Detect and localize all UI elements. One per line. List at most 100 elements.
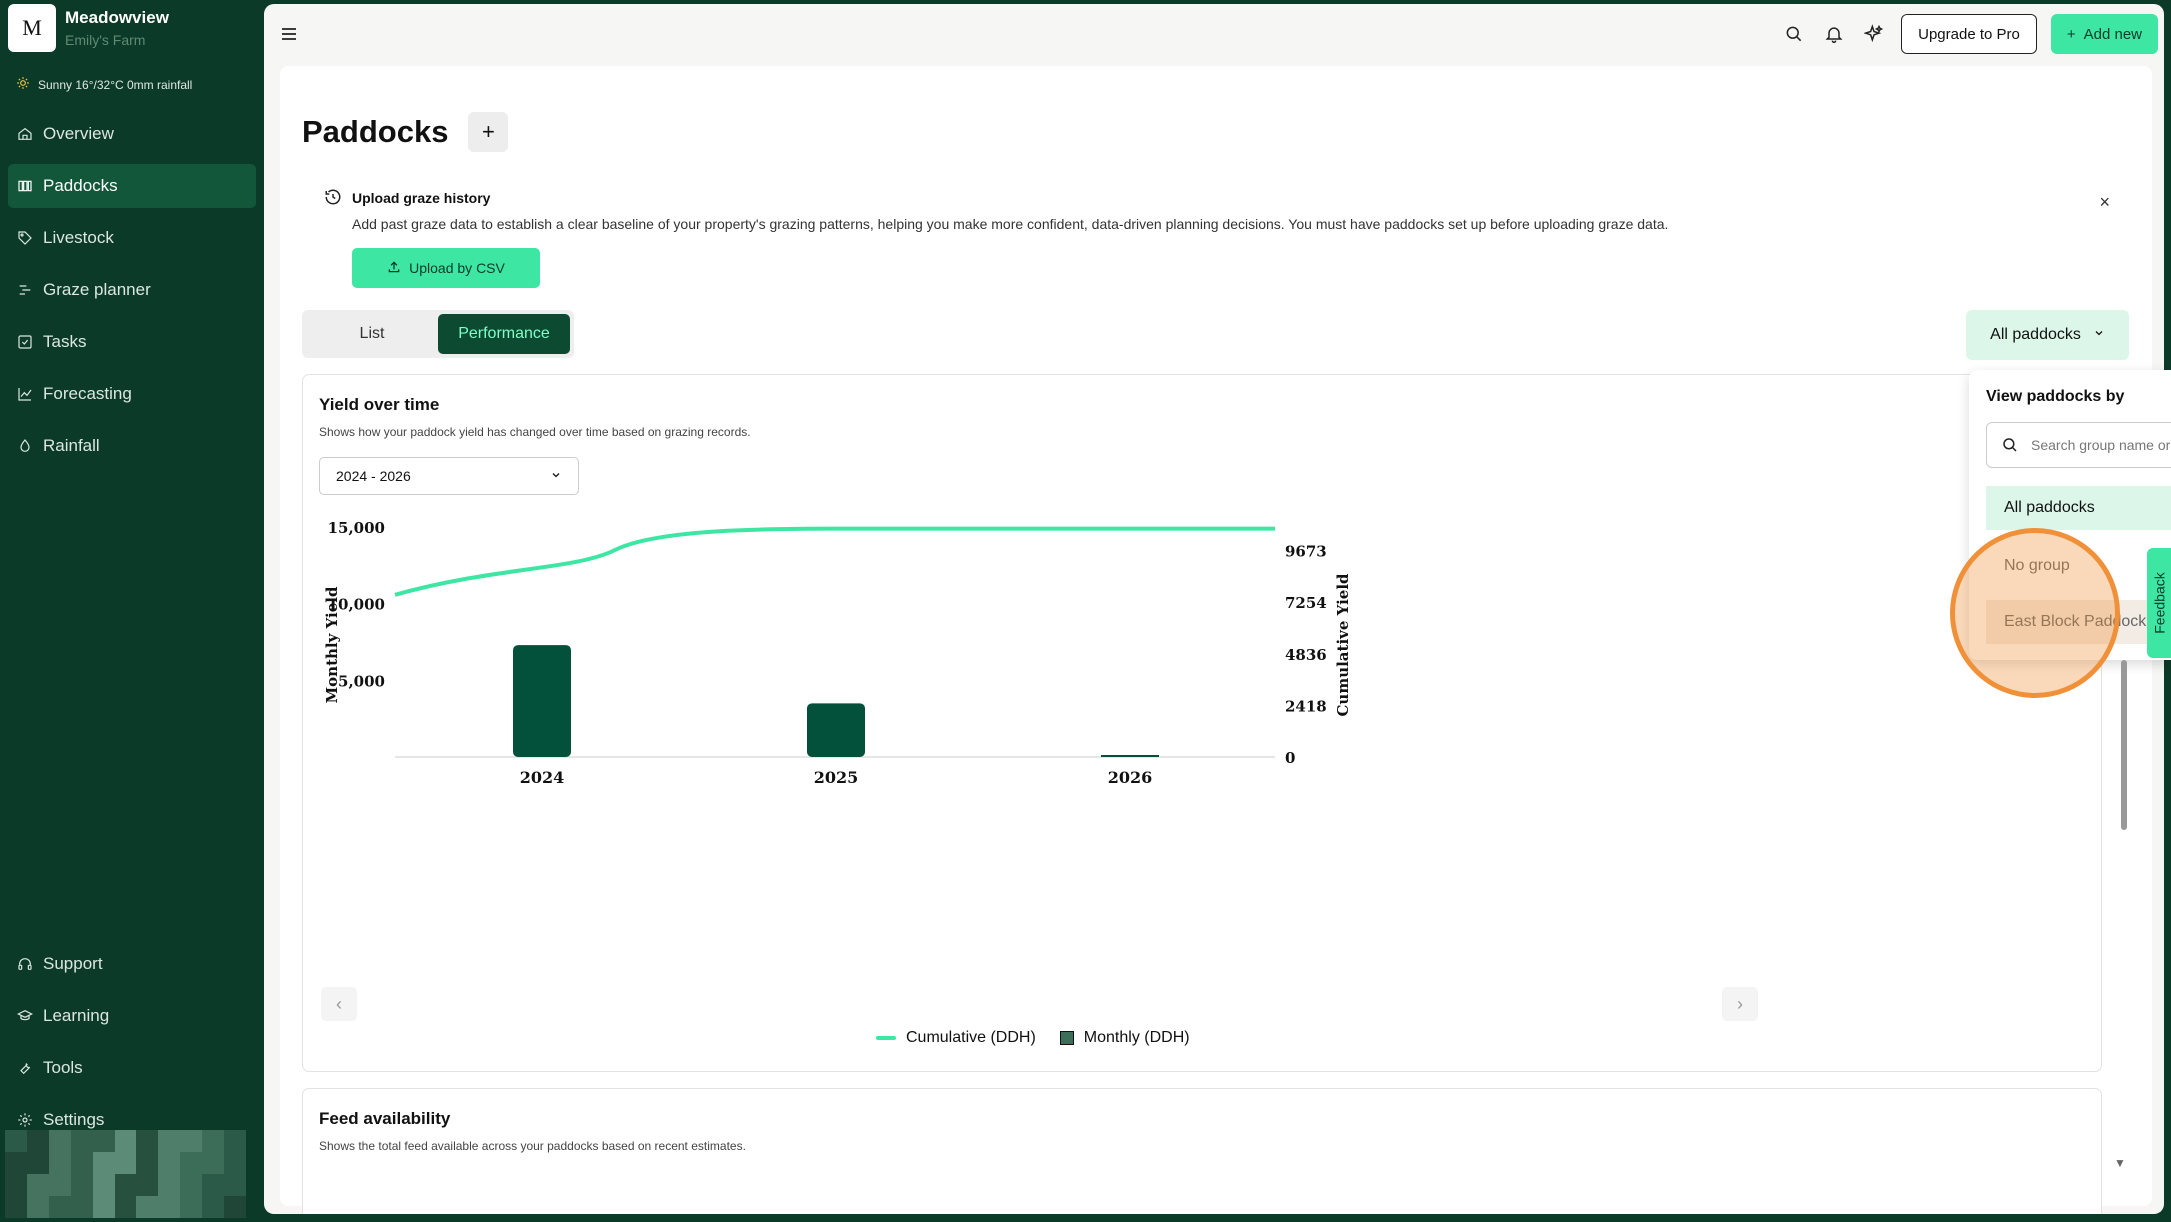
y2-tick-label: 12091: [1285, 505, 1337, 509]
content-area: Paddocks + Upload graze history Add past…: [280, 66, 2152, 1214]
bar-2024: [513, 645, 571, 757]
weather-text: Sunny 16°/32°C 0mm rainfall: [38, 77, 193, 92]
tag-icon: [17, 230, 33, 246]
headset-icon: [17, 956, 33, 972]
card-subtitle: Shows the total feed available across yo…: [319, 1139, 746, 1153]
sidebar-item-label: Livestock: [43, 228, 114, 247]
sidebar-item-overview[interactable]: Overview: [8, 112, 256, 156]
graduation-icon: [17, 1008, 33, 1024]
checkbox-icon: [17, 334, 33, 350]
date-range-select[interactable]: 2024 - 2026: [319, 457, 579, 495]
date-range-value: 2024 - 2026: [336, 468, 411, 484]
sidebar-item-paddocks[interactable]: Paddocks: [8, 164, 256, 208]
y2-axis-label: Cumulative Yield: [1334, 573, 1352, 717]
list-icon: [17, 282, 33, 298]
sidebar-nav: Overview Paddocks Livestock Graze planne…: [8, 112, 256, 476]
click-highlight: [1950, 528, 2120, 698]
sidebar-item-label: Tools: [43, 1058, 83, 1077]
sidebar-item-livestock[interactable]: Livestock: [8, 216, 256, 260]
y2-tick-label: 2418: [1285, 697, 1327, 715]
sidebar-bottom-nav: Support Learning Tools Settings: [8, 942, 256, 1150]
sun-icon: [16, 76, 30, 93]
sparkles-icon[interactable]: [1861, 21, 1887, 47]
brand-logo: M: [8, 4, 56, 52]
sidebar-item-forecasting[interactable]: Forecasting: [8, 372, 256, 416]
history-icon: [324, 188, 342, 206]
sidebar-item-label: Tasks: [43, 332, 87, 351]
upload-csv-label: Upload by CSV: [409, 260, 505, 276]
wrench-icon: [17, 1060, 33, 1076]
tab-performance[interactable]: Performance: [438, 314, 570, 354]
banner-text: Add past graze data to establish a clear…: [352, 216, 1669, 232]
upload-history-banner: Upload graze history Add past graze data…: [302, 180, 2124, 302]
sidebar-item-label: Rainfall: [43, 436, 100, 455]
option-all-paddocks[interactable]: All paddocks: [1986, 486, 2171, 530]
legend-monthly[interactable]: Monthly (DDH): [1059, 1029, 1190, 1047]
sidebar-item-settings[interactable]: Settings: [8, 1098, 256, 1142]
page-title: Paddocks: [302, 114, 449, 149]
sidebar-item-tools[interactable]: Tools: [8, 1046, 256, 1090]
sidebar-item-label: Graze planner: [43, 280, 151, 299]
paddocks-icon: [17, 178, 33, 194]
legend-line-swatch: [876, 1036, 896, 1040]
farm-name: Emily's Farm: [65, 32, 146, 48]
legend-label: Monthly (DDH): [1083, 1029, 1190, 1046]
bar-2026: [1101, 755, 1159, 757]
bell-icon[interactable]: [1821, 21, 1847, 47]
sidebar-item-label: Forecasting: [43, 384, 132, 403]
card-title: Yield over time: [319, 395, 440, 414]
droplet-icon: [17, 438, 33, 454]
group-search-input[interactable]: Search group name or: [1986, 422, 2171, 468]
y-tick-label: 5,000: [338, 672, 385, 690]
y-tick-label: 10,000: [328, 596, 385, 614]
dropdown-title: View paddocks by: [1986, 388, 2125, 405]
sidebar-item-learning[interactable]: Learning: [8, 994, 256, 1038]
chevron-left-icon[interactable]: ‹: [321, 987, 357, 1021]
card-title: Feed availability: [319, 1109, 451, 1128]
scrollbar[interactable]: [2121, 660, 2127, 830]
upgrade-button[interactable]: Upgrade to Pro: [1901, 14, 2037, 54]
sidebar-item-support[interactable]: Support: [8, 942, 256, 986]
sidebar-item-graze-planner[interactable]: Graze planner: [8, 268, 256, 312]
view-toggle: List Performance: [302, 310, 574, 358]
tab-list[interactable]: List: [359, 325, 385, 342]
legend-label: Cumulative (DDH): [906, 1029, 1036, 1046]
y2-tick-label: 9673: [1285, 543, 1327, 561]
legend-box-swatch: [1059, 1031, 1074, 1045]
sidebar-item-label: Learning: [43, 1006, 110, 1025]
topbar: Upgrade to Pro + Add new: [264, 4, 2164, 66]
add-paddock-button[interactable]: +: [468, 112, 509, 152]
sidebar-item-rainfall[interactable]: Rainfall: [8, 424, 256, 468]
main-panel: Upgrade to Pro + Add new Paddocks + Uplo…: [264, 4, 2164, 1214]
close-icon[interactable]: ×: [2099, 192, 2110, 212]
feed-card: Feed availability Shows the total feed a…: [302, 1088, 2102, 1214]
blurred-avatar[interactable]: [5, 1130, 246, 1218]
y-axis-label: Monthly Yield: [323, 586, 341, 703]
yield-card: Yield over time Shows how your paddock y…: [302, 374, 2102, 1072]
banner-title: Upload graze history: [352, 190, 491, 206]
legend-cumulative[interactable]: Cumulative (DDH): [876, 1029, 1036, 1047]
y2-tick-label: 4836: [1285, 646, 1327, 664]
y-tick-label: 15,000: [328, 519, 385, 537]
search-icon: [2003, 438, 2017, 452]
menu-icon[interactable]: [280, 26, 298, 42]
upload-icon: [387, 260, 401, 277]
scroll-down-arrow[interactable]: ▼: [2114, 1156, 2126, 1170]
x-tick-label: 2024: [520, 768, 565, 787]
sidebar-item-label: Support: [43, 954, 103, 973]
sidebar: M Meadowview Emily's Farm Sunny 16°/32°C…: [0, 0, 262, 1222]
search-icon[interactable]: [1781, 21, 1807, 47]
upload-csv-button[interactable]: Upload by CSV: [352, 248, 540, 288]
sidebar-item-tasks[interactable]: Tasks: [8, 320, 256, 364]
chevron-right-icon[interactable]: ›: [1722, 987, 1758, 1021]
card-subtitle: Shows how your paddock yield has changed…: [319, 425, 751, 439]
chart-icon: [17, 386, 33, 402]
feedback-tab[interactable]: Feedback: [2147, 548, 2171, 658]
weather-status: Sunny 16°/32°C 0mm rainfall: [16, 76, 192, 93]
app-name: Meadowview: [65, 8, 169, 27]
add-new-button[interactable]: + Add new: [2050, 14, 2158, 54]
brand[interactable]: M Meadowview Emily's Farm: [8, 4, 169, 52]
chevron-down-icon: [2093, 326, 2105, 344]
add-new-label: Add new: [2083, 25, 2142, 43]
paddock-filter-dropdown[interactable]: All paddocks: [1966, 310, 2129, 360]
